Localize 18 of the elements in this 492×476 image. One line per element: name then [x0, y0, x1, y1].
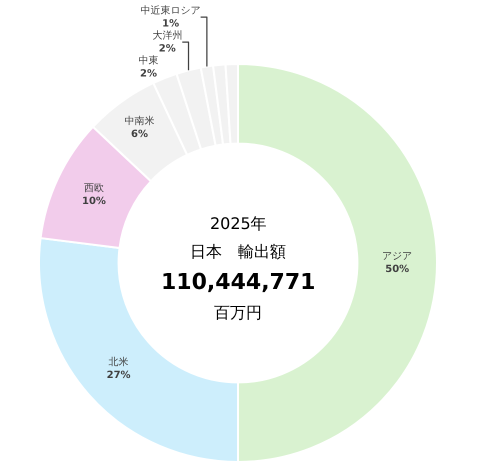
data-label: 1% — [162, 18, 180, 30]
text: 日本 輸出額 — [190, 242, 286, 261]
slice-label: 大洋州 — [152, 30, 182, 42]
slice-label: 中東 — [138, 54, 158, 67]
data-label: 2% — [158, 44, 176, 55]
text: 110,444,771 — [161, 270, 316, 295]
slice-label: 中近東ロシア — [140, 4, 201, 17]
slice-label: 西欧 — [84, 183, 104, 194]
data-label: 10% — [82, 196, 106, 208]
slice-label: 中南米 — [124, 114, 154, 127]
data-label: 27% — [106, 370, 131, 381]
text: 2025年 — [210, 214, 267, 233]
data-label: 2% — [140, 68, 157, 80]
data-label: 50% — [385, 264, 410, 275]
text: 百万円 — [214, 303, 262, 322]
slice-label: 北米 — [108, 356, 129, 368]
slice-label: アジア — [382, 251, 412, 262]
data-label: 6% — [131, 128, 148, 140]
